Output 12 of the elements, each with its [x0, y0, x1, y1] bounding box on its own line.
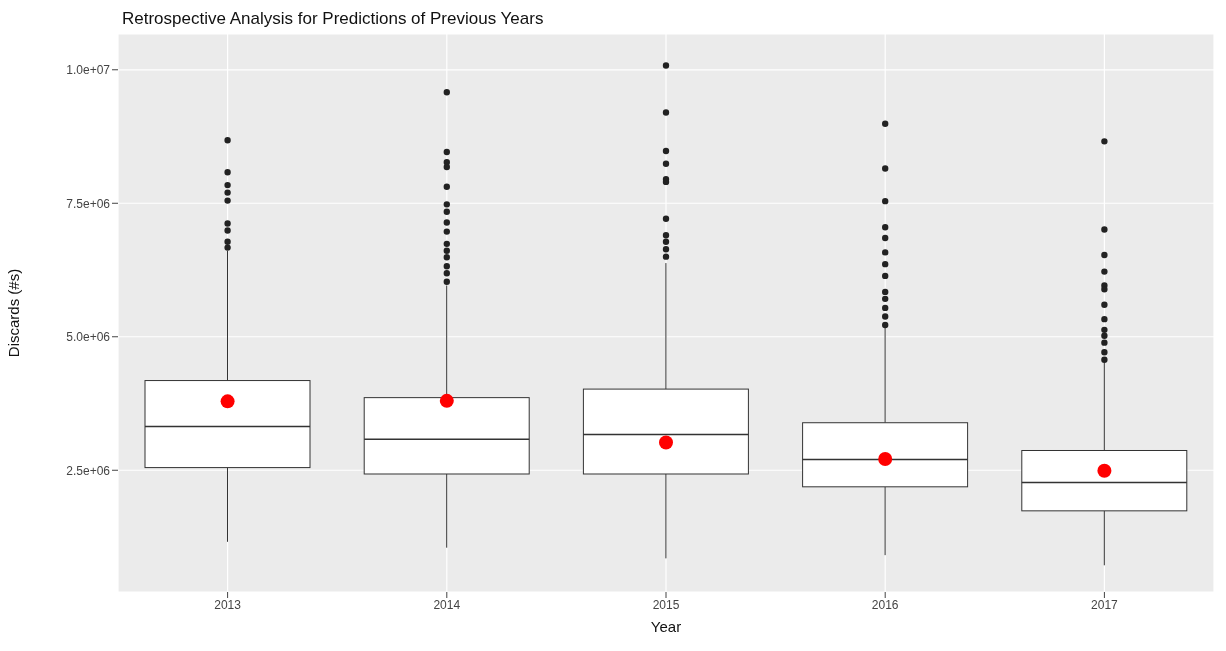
y-tick-label: 2.5e+06 [66, 463, 111, 478]
y-tick-label: 5.0e+06 [66, 330, 111, 345]
x-tick-label: 2014 [433, 597, 461, 612]
x-axis-title: Year [650, 618, 682, 635]
x-tick-label: 2013 [214, 597, 242, 612]
y-tick-label: 1.0e+07 [66, 63, 111, 78]
x-tick-label: 2017 [1091, 597, 1119, 612]
chart-title: Retrospective Analysis for Predictions of Previous Years [121, 8, 545, 30]
x-tick-label: 2016 [871, 597, 899, 612]
y-tick-label: 7.5e+06 [66, 196, 111, 211]
y-axis-title: Discards (#s) [5, 268, 23, 358]
x-tick-label: 2015 [652, 597, 680, 612]
